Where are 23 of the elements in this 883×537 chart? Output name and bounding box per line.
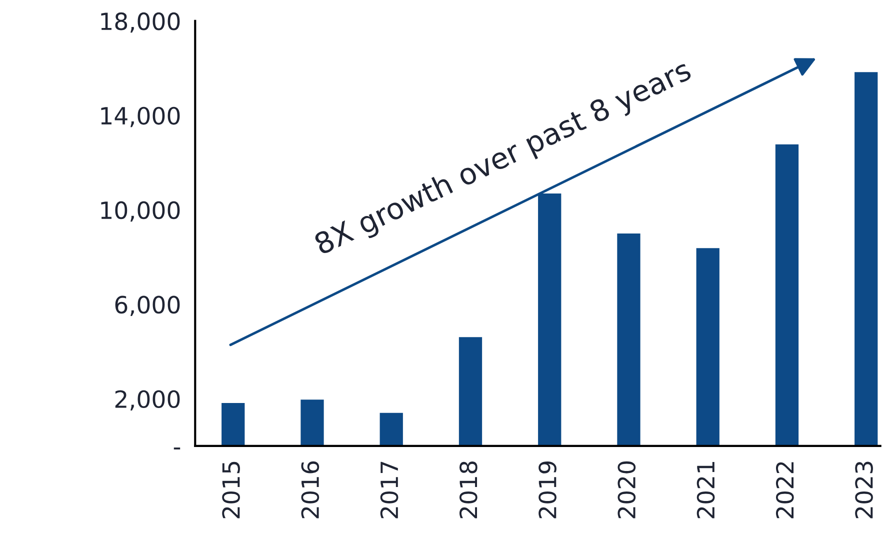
y-tick-label: 2,000 [115,390,180,410]
x-tick-label: 2019 [538,462,556,518]
y-tick-label: 6,000 [115,296,180,316]
y-tick-label: 14,000 [101,106,180,128]
y-tick-label: 18,000 [101,12,180,33]
bar [458,336,484,446]
y-tick-label: 10,000 [101,201,180,222]
x-tick-label: 2023 [855,462,873,518]
x-tick-label: 2018 [459,461,478,518]
x-tick-label: 2017 [380,462,398,518]
bar [616,232,642,446]
x-tick-label: 2022 [776,462,794,518]
bar [378,412,404,446]
x-tick-label: 2016 [301,461,320,518]
y-tick-label: - [174,448,180,450]
bar [220,402,246,446]
x-tick-label: 2015 [222,462,240,518]
bar [694,246,721,446]
bar [774,143,800,446]
x-tick-label: 2020 [618,461,636,518]
bar [853,70,880,446]
bar [299,398,326,446]
x-tick-label: 2021 [696,462,715,518]
